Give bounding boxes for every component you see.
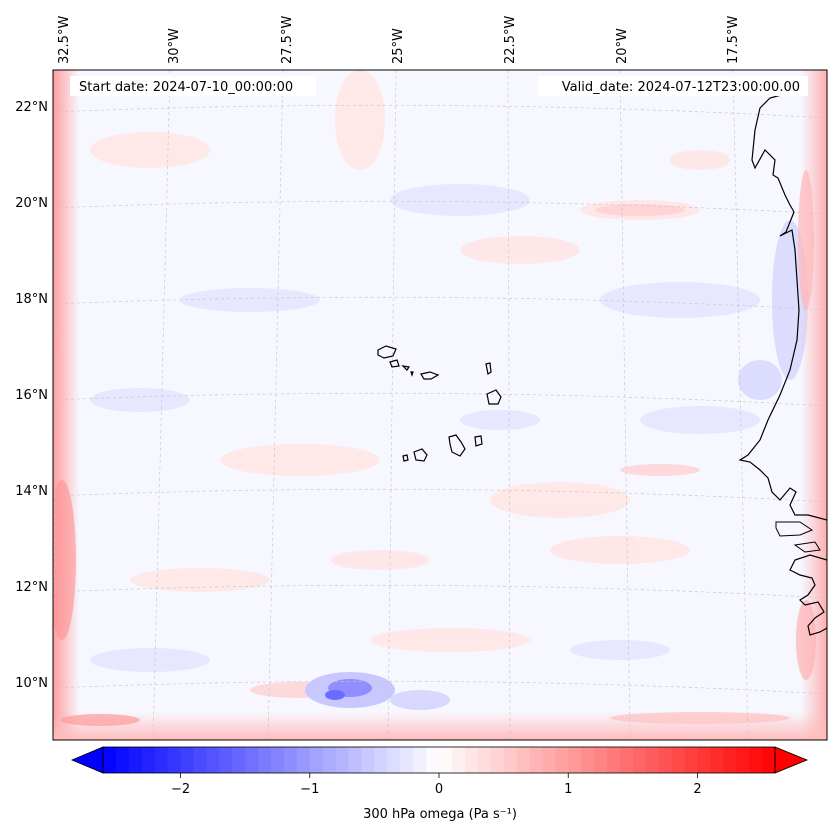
colorbar-segment	[413, 747, 427, 773]
lat-label: 14°N	[15, 484, 48, 499]
colorbar-segments	[103, 747, 776, 773]
colorbar-segment	[594, 747, 608, 773]
colorbar-segment	[271, 747, 285, 773]
lon-label: 27.5°W	[280, 16, 295, 64]
africa-coastline	[738, 93, 827, 636]
colorbar-segment	[426, 747, 440, 773]
colorbar-segment	[322, 747, 337, 773]
colorbar-segment	[335, 747, 350, 773]
colorbar-tick-label: −2	[171, 782, 190, 797]
colorbar-segment	[439, 747, 453, 773]
colorbar-segment	[309, 747, 324, 773]
graticule	[53, 70, 827, 740]
start-date-box	[70, 76, 316, 96]
colorbar-segment	[736, 747, 750, 773]
lat-label: 20°N	[15, 196, 48, 211]
colorbar-segment	[296, 747, 311, 773]
colorbar-segment	[581, 747, 595, 773]
colorbar-segment	[451, 747, 466, 773]
colorbar-segment	[477, 747, 492, 773]
colorbar-segment	[167, 747, 182, 773]
colorbar-segment	[529, 747, 543, 773]
lon-label: 32.5°W	[57, 16, 72, 64]
lon-label: 30°W	[167, 28, 182, 64]
valid-date-box	[538, 76, 808, 96]
start-date-label: Start date: 2024-07-10_00:00:00	[79, 80, 293, 95]
colorbar-tick-label: 0	[435, 782, 443, 797]
colorbar-segment	[154, 747, 169, 773]
colorbar-tick-label: −1	[300, 782, 319, 797]
colorbar-tick-label: 2	[693, 782, 701, 797]
lon-label: 17.5°W	[726, 16, 741, 64]
colorbar-segment	[283, 747, 298, 773]
colorbar-segment	[180, 747, 195, 773]
latitude-labels: 22°N 20°N 18°N 16°N 14°N 12°N 10°N	[15, 100, 48, 691]
colorbar-segment	[490, 747, 505, 773]
colorbar-segment	[568, 747, 582, 773]
map-frame	[52, 69, 828, 741]
colorbar-tick-label: 1	[564, 782, 572, 797]
colorbar-ticks: −2 −1 0 1 2	[171, 773, 702, 797]
colorbar-segment	[684, 747, 699, 773]
lon-label: 22.5°W	[503, 16, 518, 64]
colorbar-segment	[749, 747, 763, 773]
lat-label: 16°N	[15, 388, 48, 403]
colorbar-segment	[387, 747, 401, 773]
lat-label: 12°N	[15, 580, 48, 595]
longitude-labels: 32.5°W 30°W 27.5°W 25°W 22.5°W 20°W 17.5…	[57, 16, 741, 64]
lat-label: 22°N	[15, 100, 48, 115]
colorbar-segment	[503, 747, 518, 773]
colorbar-segment	[219, 747, 233, 773]
colorbar-segment	[245, 747, 259, 773]
valid-date-label: Valid_date: 2024-07-12T23:00:00.00	[562, 80, 800, 95]
colorbar-max-arrow	[774, 746, 809, 774]
colorbar-segment	[141, 747, 156, 773]
colorbar-segment	[193, 747, 207, 773]
colorbar-min-arrow	[70, 746, 104, 774]
colorbar-segment	[374, 747, 388, 773]
colorbar-segment	[671, 747, 686, 773]
lat-label: 18°N	[15, 292, 48, 307]
colorbar-segment	[710, 747, 724, 773]
colorbar-segment	[400, 747, 414, 773]
lon-label: 20°W	[615, 28, 630, 64]
omega-field	[53, 70, 827, 740]
colorbar-segment	[115, 747, 130, 773]
colorbar-segment	[516, 747, 531, 773]
colorbar-segment	[361, 747, 375, 773]
colorbar-segment	[645, 747, 660, 773]
colorbar-segment	[632, 747, 647, 773]
colorbar-segment	[697, 747, 711, 773]
colorbar-segment	[542, 747, 556, 773]
colorbar-segment	[232, 747, 246, 773]
colorbar-segment	[619, 747, 634, 773]
colorbar-segment	[555, 747, 569, 773]
colorbar-segment	[658, 747, 673, 773]
lat-label: 10°N	[15, 676, 48, 691]
colorbar-segment	[464, 747, 479, 773]
colorbar-segment	[762, 747, 776, 773]
colorbar-segment	[607, 747, 621, 773]
colorbar-segment	[723, 747, 737, 773]
colorbar-segment	[206, 747, 220, 773]
cape-verde-islands	[377, 345, 502, 462]
lon-label: 25°W	[391, 28, 406, 64]
colorbar: −2 −1 0 1 2 300 hPa omega (Pa s⁻¹)	[70, 746, 809, 822]
colorbar-segment	[348, 747, 363, 773]
colorbar-label: 300 hPa omega (Pa s⁻¹)	[363, 807, 517, 822]
colorbar-segment	[128, 747, 143, 773]
colorbar-segment	[258, 747, 272, 773]
colorbar-segment	[103, 747, 117, 773]
